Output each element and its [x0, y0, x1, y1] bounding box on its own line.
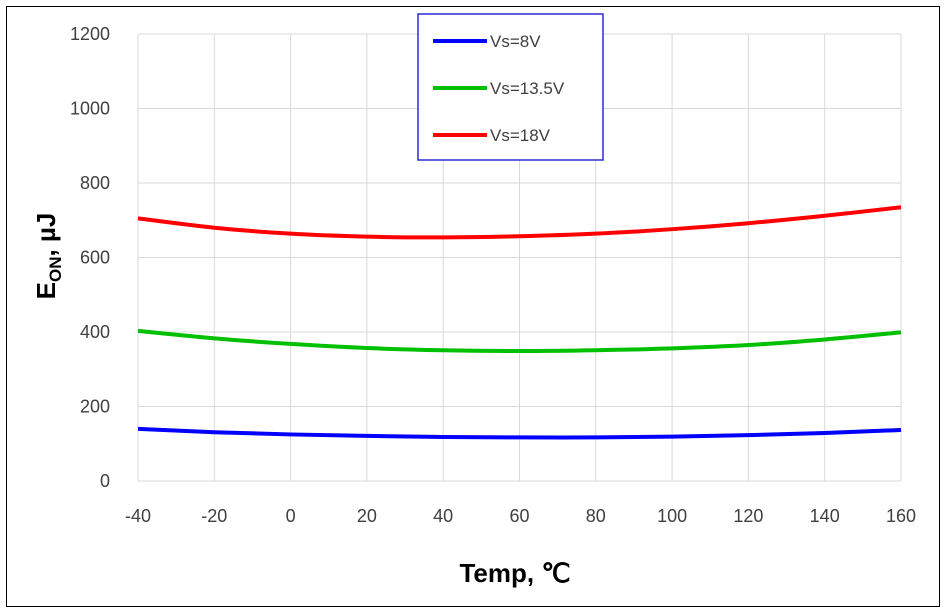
- y-tick-label-4: 800: [80, 173, 110, 193]
- x-tick-label-6: 80: [586, 506, 606, 526]
- y-axis-title: EON, µJ: [31, 213, 65, 300]
- legend-label-0: Vs=8V: [490, 32, 541, 51]
- x-tick-label-2: 0: [286, 506, 296, 526]
- x-tick-labels: -40 -20 0 20 40 60 80 100 120 140 160: [125, 506, 916, 526]
- y-tick-label-6: 1200: [70, 24, 110, 44]
- y-tick-label-5: 1000: [70, 99, 110, 119]
- x-tick-label-3: 20: [357, 506, 377, 526]
- legend-label-1: Vs=13.5V: [490, 79, 565, 98]
- y-axis-title-sub: ON: [46, 257, 65, 283]
- y-axis-title-main: E: [31, 282, 61, 299]
- x-tick-label-7: 100: [657, 506, 687, 526]
- y-tick-label-0: 0: [100, 471, 110, 491]
- x-tick-label-8: 120: [733, 506, 763, 526]
- x-axis-title: Temp, ℃: [459, 558, 570, 588]
- series-lines: [137, 205, 902, 440]
- series-line-0: [137, 426, 902, 440]
- x-tick-label-1: -20: [201, 506, 227, 526]
- y-tick-label-3: 600: [80, 248, 110, 268]
- y-tick-labels: 0 200 400 600 800 1000 1200: [70, 24, 110, 491]
- series-line-1: [137, 328, 902, 353]
- y-tick-label-1: 200: [80, 397, 110, 417]
- legend-label-2: Vs=18V: [490, 126, 551, 145]
- y-axis-title-rest: , µJ: [31, 213, 61, 257]
- x-tick-label-10: 160: [886, 506, 916, 526]
- legend: Vs=8V Vs=13.5V Vs=18V: [417, 13, 604, 161]
- y-tick-label-2: 400: [80, 322, 110, 342]
- x-tick-label-9: 140: [810, 506, 840, 526]
- x-tick-label-0: -40: [125, 506, 151, 526]
- x-tick-label-4: 40: [433, 506, 453, 526]
- series-line-2: [137, 205, 902, 240]
- x-tick-label-5: 60: [509, 506, 529, 526]
